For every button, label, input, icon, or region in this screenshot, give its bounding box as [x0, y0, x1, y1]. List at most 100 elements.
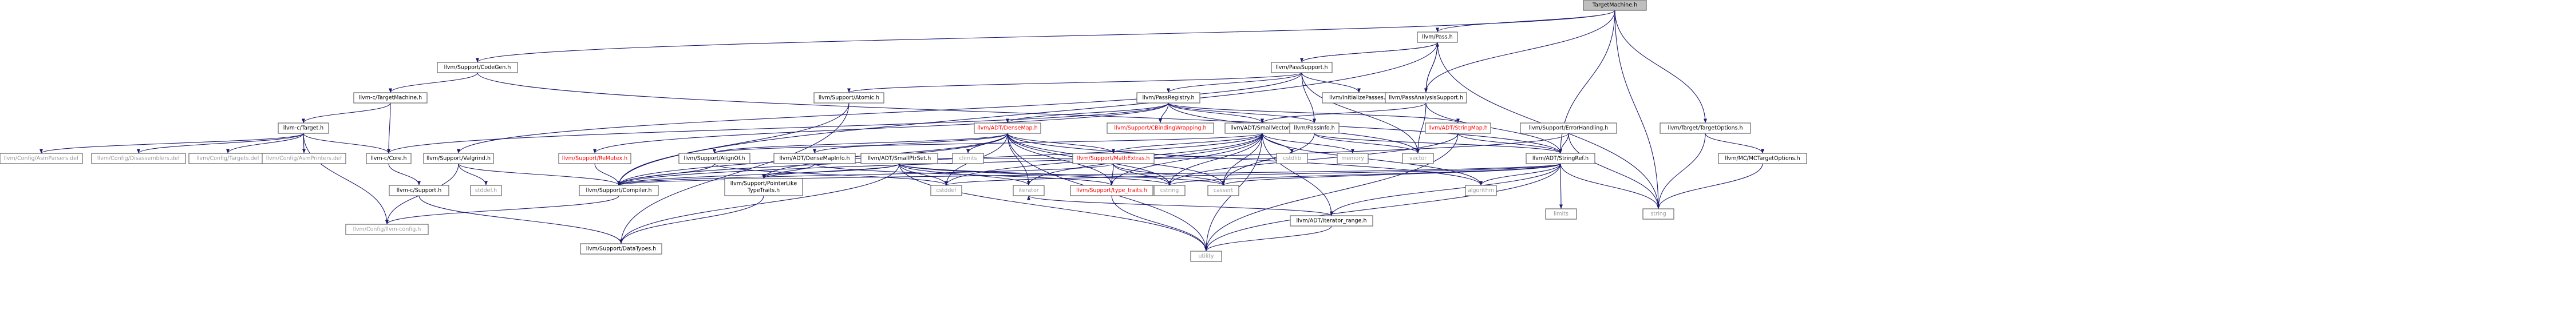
edge-stringref-to-compiler — [617, 163, 1561, 186]
edge-ctm-to-ctarget — [301, 102, 391, 124]
node-label-string: string — [1650, 211, 1666, 217]
node-cassert: cassert — [1207, 185, 1239, 196]
node-label-densemapinfo: llvm/ADT/DenseMapInfo.h — [779, 156, 850, 162]
node-label-compiler: llvm/Support/Compiler.h — [586, 188, 651, 194]
edge-passreg-to-cbinding — [1158, 102, 1169, 124]
node-label-cbinding: llvm/Support/CBindingWrapping.h — [1114, 125, 1206, 132]
node-box-smallptrset — [860, 153, 938, 164]
node-label-algorithm: algorithm — [1468, 188, 1494, 194]
node-box-typetraits — [1070, 185, 1153, 196]
node-targetopts[interactable]: llvm/Target/TargetOptions.h — [1660, 122, 1751, 134]
node-initpasses[interactable]: llvm/InitializePasses.h — [1322, 92, 1396, 104]
node-cstring: cstring — [1153, 185, 1186, 196]
node-alignof[interactable]: llvm/Support/AlignOf.h — [678, 153, 750, 164]
node-stringref[interactable]: llvm/ADT/StringRef.h — [1526, 153, 1595, 164]
edge-targetopts-to-string — [1656, 133, 1706, 209]
node-label-initpasses: llvm/InitializePasses.h — [1329, 95, 1389, 101]
node-atomic[interactable]: llvm/Support/Atomic.h — [813, 92, 884, 104]
node-label-remutex: llvm/Support/ReMutex.h — [562, 156, 627, 162]
edge-ctarget-to-asmparsers — [39, 133, 304, 154]
node-label-atomic: llvm/Support/Atomic.h — [819, 95, 879, 101]
node-box-limits — [1545, 208, 1577, 220]
node-box-ctarget — [278, 122, 329, 134]
edge-stringref-to-algorithm — [1479, 163, 1561, 186]
edge-root-to-targetopts — [1614, 10, 1708, 124]
node-densemapinfo[interactable]: llvm/ADT/DenseMapInfo.h — [773, 153, 856, 164]
node-label-alignof: llvm/Support/AlignOf.h — [683, 156, 745, 162]
node-root[interactable]: TargetMachine.h — [1583, 0, 1647, 11]
edge-targetopts-to-mctargetopts — [1705, 133, 1765, 154]
node-label-errorhandling: llvm/Support/ErrorHandling.h — [1529, 125, 1609, 132]
node-passsupport[interactable]: llvm/PassSupport.h — [1271, 62, 1333, 73]
node-densemap[interactable]: llvm/ADT/DenseMap.h — [974, 122, 1041, 134]
node-compiler[interactable]: llvm/Support/Compiler.h — [579, 185, 659, 196]
node-ccore[interactable]: llvm-c/Core.h — [366, 153, 412, 164]
node-passinfo[interactable]: llvm/PassInfo.h — [1289, 122, 1340, 134]
node-smallptrset[interactable]: llvm/ADT/SmallPtrSet.h — [860, 153, 938, 164]
node-typetraits[interactable]: llvm/Support/type_traits.h — [1070, 185, 1153, 196]
node-errorhandling[interactable]: llvm/Support/ErrorHandling.h — [1520, 122, 1617, 134]
node-ctm[interactable]: llvm-c/TargetMachine.h — [353, 92, 428, 104]
node-label-pass: llvm/Pass.h — [1422, 34, 1452, 41]
node-valgrind[interactable]: llvm/Support/Valgrind.h — [423, 153, 494, 164]
node-box-passinfo — [1289, 122, 1340, 134]
node-box-codegen — [437, 62, 518, 73]
node-ctarget[interactable]: llvm-c/Target.h — [278, 122, 329, 134]
node-cstddef: cstddef — [930, 185, 962, 196]
node-label-passreg: llvm/PassRegistry.h — [1143, 95, 1195, 101]
edge-smallvector-to-algorithm — [1262, 133, 1483, 186]
edge-smallptrset-to-cstring — [899, 163, 1171, 186]
edge-passsupport-to-valgrind — [457, 72, 1302, 154]
edge-mathextras-to-typetraits — [1109, 163, 1114, 186]
node-label-llvmconfig: llvm/Config/llvm-config.h — [353, 227, 421, 233]
node-cbinding[interactable]: llvm/Support/CBindingWrapping.h — [1107, 122, 1214, 134]
node-label-csupport: llvm-c/Support.h — [397, 188, 442, 194]
node-box-stddefh — [470, 185, 502, 196]
node-box-iterator — [1013, 185, 1045, 196]
node-label-cassert: cassert — [1214, 188, 1234, 194]
node-box-ctm — [353, 92, 428, 104]
node-label-ptrlike: llvm/Support/PointerLike — [730, 181, 797, 187]
node-iterator: iterator — [1013, 185, 1045, 196]
edge-smallptrset-to-cassert — [899, 163, 1225, 186]
node-codegen[interactable]: llvm/Support/CodeGen.h — [437, 62, 518, 73]
node-iterrange[interactable]: llvm/ADT/iterator_range.h — [1290, 215, 1373, 227]
node-passreg[interactable]: llvm/PassRegistry.h — [1136, 92, 1200, 104]
node-box-densemapinfo — [773, 153, 856, 164]
node-layer: TargetMachine.h llvm/Pass.h llvm/Support/C… — [0, 0, 1807, 262]
node-passanalysis[interactable]: llvm/PassAnalysisSupport.h — [1385, 92, 1467, 104]
edge-iterrange-to-utility — [1204, 225, 1332, 252]
node-label-passsupport: llvm/PassSupport.h — [1276, 65, 1328, 71]
node-mctargetopts[interactable]: llvm/MC/MCTargetOptions.h — [1718, 153, 1807, 164]
node-memory: memory — [1337, 153, 1369, 164]
node-label-cstring: cstring — [1160, 188, 1179, 194]
node-box-datatypes — [580, 243, 662, 255]
node-label-memory: memory — [1341, 156, 1364, 162]
node-label-targetopts: llvm/Target/TargetOptions.h — [1668, 125, 1743, 132]
node-box-densemap — [974, 122, 1041, 134]
node-label-stringmap: llvm/ADT/StringMap.h — [1428, 125, 1488, 132]
node-stringmap[interactable]: llvm/ADT/StringMap.h — [1425, 122, 1491, 134]
node-datatypes[interactable]: llvm/Support/DataTypes.h — [580, 243, 662, 255]
edge-passreg-to-stringmap — [1168, 102, 1460, 124]
edge-atomic-to-compiler — [617, 102, 850, 186]
edge-alignof-to-cstddef — [714, 163, 948, 186]
node-mathextras[interactable]: llvm/Support/MathExtras.h — [1072, 153, 1155, 164]
node-csupport[interactable]: llvm-c/Support.h — [389, 185, 449, 196]
edge-smallvector-to-mathextras — [1112, 133, 1263, 154]
node-box-alignof — [678, 153, 750, 164]
node-label-ctarget: llvm-c/Target.h — [283, 125, 323, 132]
edge-smallptrset-to-ptrlike — [762, 163, 900, 179]
node-smallvector[interactable]: llvm/ADT/SmallVector.h — [1224, 122, 1300, 134]
node-string: string — [1642, 208, 1674, 220]
node-climits: climits — [952, 153, 984, 164]
edge-ctarget-to-llvmconfig — [303, 133, 389, 225]
node-box-passanalysis — [1385, 92, 1467, 104]
node-remutex[interactable]: llvm/Support/ReMutex.h — [558, 153, 631, 164]
node-label-vector: vector — [1409, 156, 1427, 162]
node-cstdlib: cstdlib — [1276, 153, 1308, 164]
node-targetsdef: llvm/Config/Targets.def — [188, 153, 267, 164]
node-pass[interactable]: llvm/Pass.h — [1417, 31, 1458, 43]
